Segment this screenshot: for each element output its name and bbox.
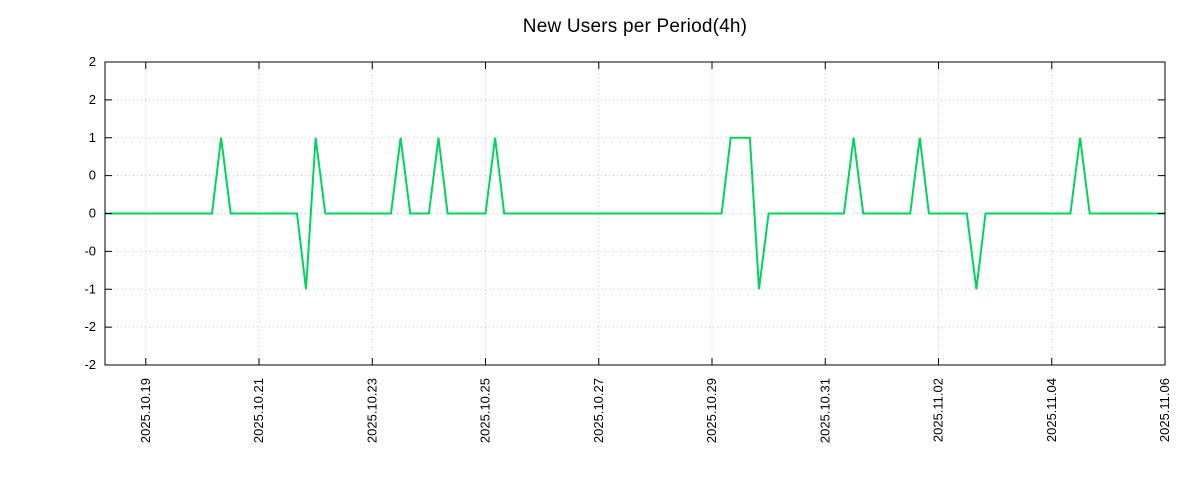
series-line-new-users	[105, 136, 1165, 290]
y-tick-label: 1	[89, 130, 96, 145]
x-tick-label: 2025.10.25	[478, 378, 493, 443]
y-tick-label: 0	[89, 168, 96, 183]
x-tick-label: 2025.10.29	[704, 378, 719, 443]
y-tick-label: -2	[84, 319, 96, 334]
y-tick-label: -1	[84, 281, 96, 296]
x-tick-label: 2025.11.04	[1044, 378, 1059, 442]
x-tick-label: 2025.10.21	[251, 378, 266, 443]
y-tick-label: -2	[84, 357, 96, 372]
x-tick-label: 2025.11.02	[931, 378, 946, 442]
x-tick-label: 2025.11.06	[1157, 378, 1172, 442]
y-tick-label: 2	[89, 54, 96, 69]
x-tick-label: 2025.10.31	[817, 378, 832, 443]
y-tick-label: -0	[84, 243, 96, 258]
chart-title: New Users per Period(4h)	[522, 16, 748, 37]
x-tick-label: 2025.10.23	[364, 378, 379, 443]
y-tick-label: 2	[89, 92, 96, 107]
x-tick-label: 2025.10.27	[591, 378, 606, 443]
y-tick-label: 0	[89, 206, 96, 221]
x-tick-label: 2025.10.19	[138, 378, 153, 443]
